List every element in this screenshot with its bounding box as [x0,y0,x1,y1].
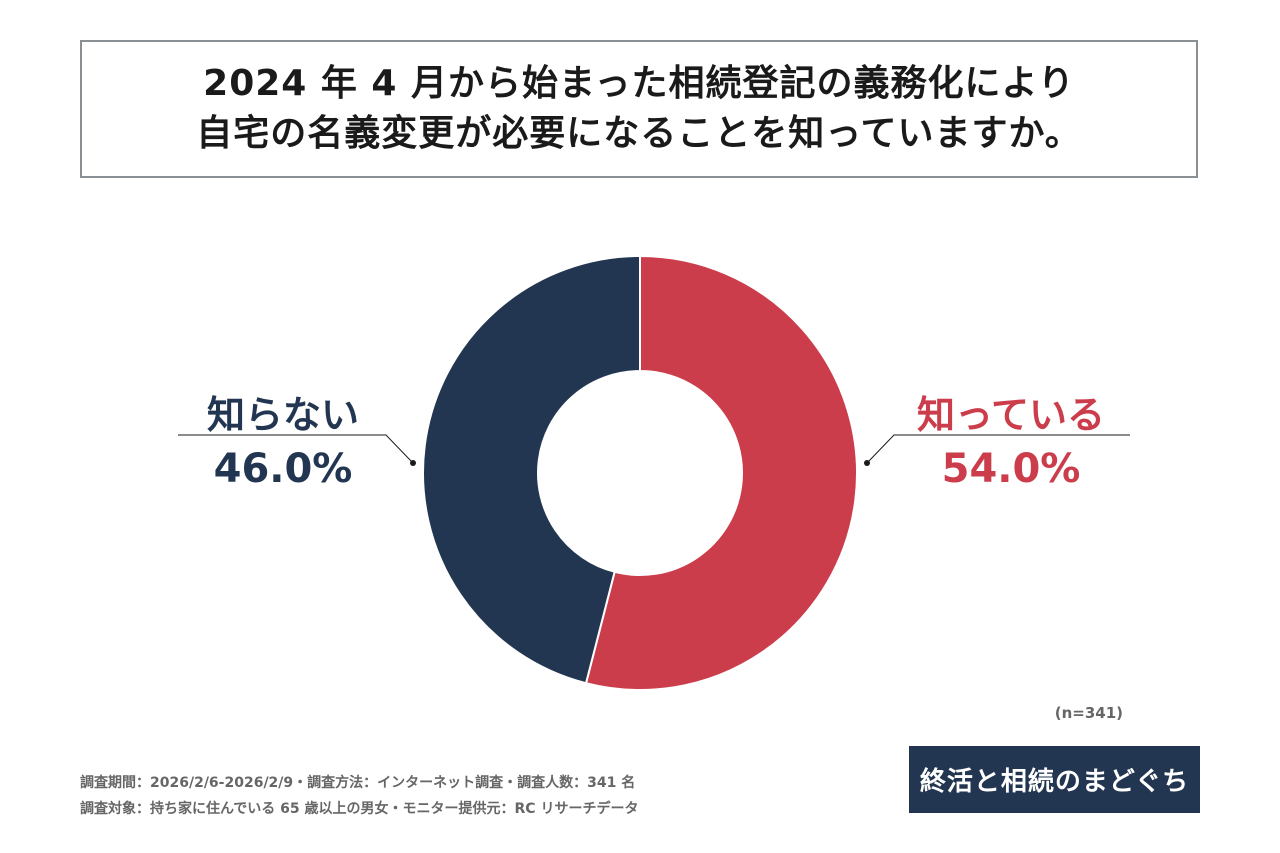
leader-line-unknown [178,434,413,463]
title-box: 2024 年 4 月から始まった相続登記の義務化により 自宅の名義変更が必要にな… [80,40,1198,178]
brand-logo: 終活 と相続のまどぐち [909,746,1200,813]
footnote-survey-target: 調査対象：持ち家に住んでいる 65 歳以上の男女・モニター提供元：RC リサーチ… [80,801,639,817]
leader-lines [178,434,1130,466]
donut-slice-1 [422,254,641,685]
logo-text-part2: と相続のまどぐち [973,767,1190,797]
sample-size-label: (n=341) [1054,704,1123,722]
leader-dot-unknown [410,460,416,466]
title-line-1: 2024 年 4 月から始まった相続登記の義務化により [203,63,1075,104]
logo-text-part1: 終活 [919,767,974,797]
donut-slices [422,254,858,691]
slice-value-known: 54.0% [941,446,1081,492]
donut-slice-0 [584,254,858,691]
title-line-2: 自宅の名義変更が必要になることを知っていますか。 [196,113,1082,154]
leader-dot-known [864,460,870,466]
leader-line-known [867,434,1130,463]
footnote-survey-period: 調査期間：2026/2/6-2026/2/9・調査方法：インターネット調査・調査… [80,775,636,791]
slice-label-known: 知っている [916,393,1106,437]
slice-value-unknown: 46.0% [213,446,353,492]
slice-label-unknown: 知らない [206,393,359,437]
